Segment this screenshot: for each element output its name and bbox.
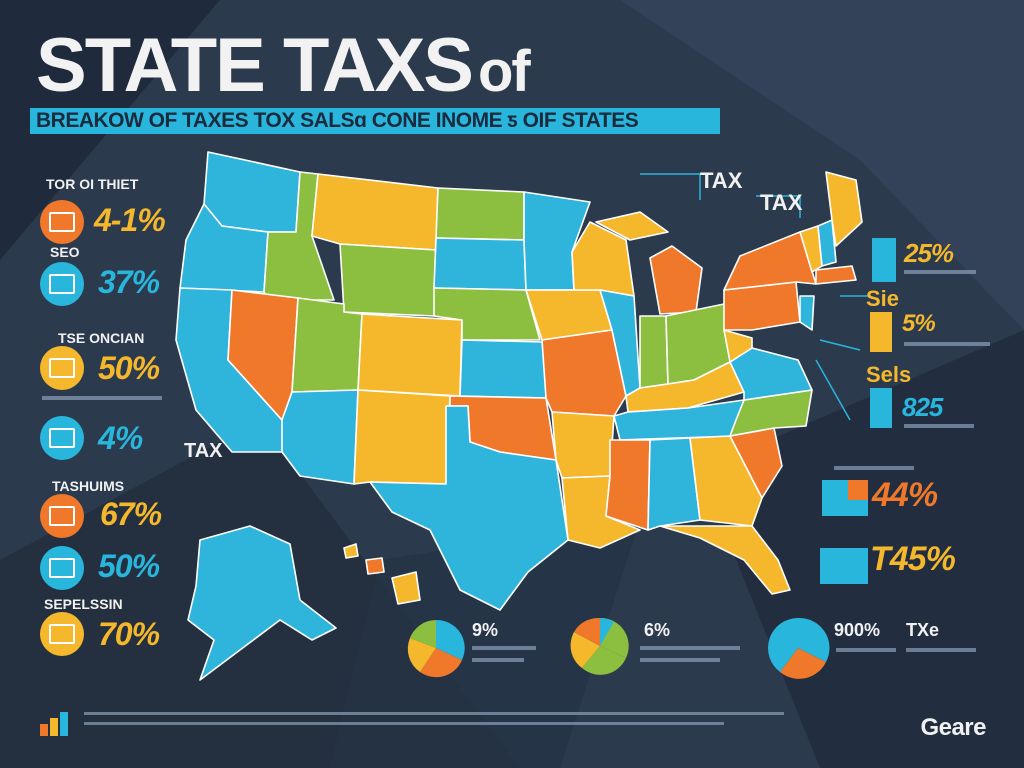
title-of: of — [478, 39, 531, 104]
state-ms — [605, 439, 651, 531]
title-main: STATE TAXS — [36, 23, 474, 108]
left-value-5: 67% — [100, 496, 162, 532]
pie-1 — [407, 619, 465, 678]
pie-3-label2: TXe — [906, 620, 940, 640]
state-mi-upper — [595, 211, 669, 241]
state-ak — [187, 525, 337, 681]
map-label-tax-ne2: TAX — [760, 190, 803, 215]
map-label-tax-west: TAX — [184, 440, 223, 462]
right-value-4: 44% — [872, 476, 938, 514]
left-label-3: TSE ONCIAN — [58, 330, 145, 346]
right-value-2: 5% — [902, 310, 936, 337]
state-wv — [723, 329, 753, 363]
right-bar-1 — [872, 238, 896, 282]
right-value-3: 825 — [902, 392, 943, 422]
right-value-5: T45% — [870, 540, 956, 578]
state-me — [825, 171, 863, 247]
state-ny — [723, 231, 817, 291]
left-label-5: TASHUIMS — [52, 478, 125, 494]
page-subtitle: BREAKOW OF TAXES TOX SALSɑ CONE INOME ƽ … — [36, 109, 639, 132]
left-value-3: 50% — [98, 350, 160, 386]
brand-logo: Geare — [920, 714, 986, 741]
map-label-tax-ne1: TAX — [700, 168, 743, 193]
left-label-7: SEPELSSIN — [44, 596, 123, 612]
left-value-1: 4-1% — [94, 202, 166, 238]
state-nh — [817, 219, 837, 267]
left-value-6: 50% — [98, 548, 160, 584]
receipt-icon — [40, 494, 84, 538]
left-value-4: 4% — [98, 420, 143, 456]
state-ma — [815, 265, 857, 285]
left-label-1: TOR OI THIET — [46, 176, 139, 192]
page-title: STATE TAXS of — [36, 28, 531, 104]
state-ga — [689, 435, 763, 527]
right-bar-5 — [820, 548, 868, 584]
pie-2 — [570, 617, 629, 675]
pie-3-label: 900% — [834, 620, 881, 640]
pie-2-label: 6% — [644, 620, 671, 640]
left-value-7: 70% — [98, 616, 160, 652]
register-icon — [40, 346, 84, 390]
state-al — [647, 437, 701, 531]
calculator-icon — [40, 262, 84, 306]
right-bar-3 — [870, 388, 892, 428]
pie-1-label: 9% — [472, 620, 499, 640]
state-hi-2 — [365, 557, 385, 575]
state-mi — [649, 245, 703, 315]
state-hi-1 — [343, 543, 359, 559]
pie-3 — [768, 617, 830, 679]
subtitle-bar — [30, 108, 720, 134]
card-icon — [40, 416, 84, 460]
left-label-2: SEO — [50, 244, 80, 260]
state-tx — [369, 405, 569, 611]
right-bar-2 — [870, 312, 892, 352]
state-hi-3 — [391, 571, 421, 605]
right-value-1: 25% — [904, 238, 954, 268]
left-value-2: 37% — [98, 264, 160, 300]
ledger-icon — [40, 612, 84, 656]
right-label-3: Sels — [866, 362, 912, 387]
state-fl — [659, 525, 791, 595]
state-nj — [799, 295, 815, 331]
wallet-icon — [40, 546, 84, 590]
footer-rule — [84, 712, 784, 715]
right-label-2: Sie — [866, 286, 900, 311]
document-icon — [40, 200, 84, 244]
